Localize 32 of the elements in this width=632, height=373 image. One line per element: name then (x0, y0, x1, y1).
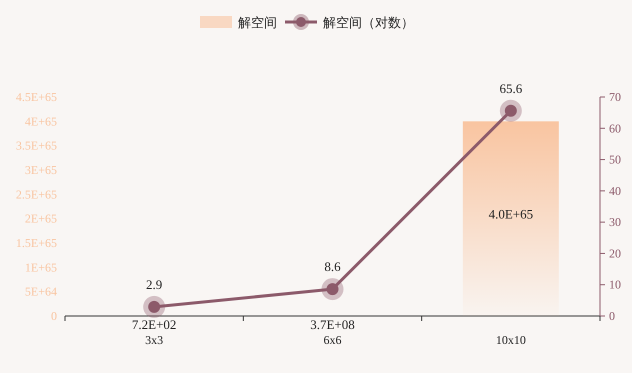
data-label: 2.9 (146, 276, 162, 292)
legend-label: 解空间（对数） (323, 15, 414, 30)
y2-tick-label: 0 (609, 309, 615, 323)
point (143, 296, 166, 318)
y-tick-label: 4E+65 (24, 114, 57, 128)
data-label: 4.0E+65 (488, 206, 534, 222)
y2-tick-label: 50 (609, 152, 621, 167)
y-tick-label: 3.5E+65 (16, 138, 57, 153)
legend-label: 解空间 (238, 15, 277, 30)
y-tick-label: 1.5E+65 (16, 236, 57, 250)
y-tick-label: 2.5E+65 (16, 187, 57, 202)
y-tick-label: 3E+65 (24, 163, 57, 177)
y-tick-label: 0 (51, 309, 57, 323)
y-tick-label: 5E+64 (24, 284, 57, 299)
x-tick-label: 3x3 (145, 333, 164, 347)
data-label: 65.6 (499, 80, 523, 96)
y2-tick-label: 30 (609, 215, 621, 230)
data-label: 3.7E+08 (310, 317, 355, 332)
y2-tick-label: 40 (609, 184, 621, 198)
y-tick-label: 2E+65 (24, 212, 57, 226)
y2-tick-label: 70 (609, 90, 621, 104)
x-tick-label: 10x10 (496, 333, 526, 347)
y2-tick-label: 10 (609, 278, 621, 292)
y-tick-label: 4.5E+65 (16, 90, 57, 104)
y2-tick-label: 20 (609, 246, 621, 260)
point (500, 100, 522, 122)
y2-tick-label: 60 (609, 121, 621, 136)
y-tick-label: 1E+65 (24, 260, 57, 274)
x-tick-label: 6x6 (324, 333, 342, 347)
point (322, 278, 344, 300)
data-label: 7.2E+02 (132, 317, 176, 332)
data-label: 8.6 (324, 259, 342, 274)
